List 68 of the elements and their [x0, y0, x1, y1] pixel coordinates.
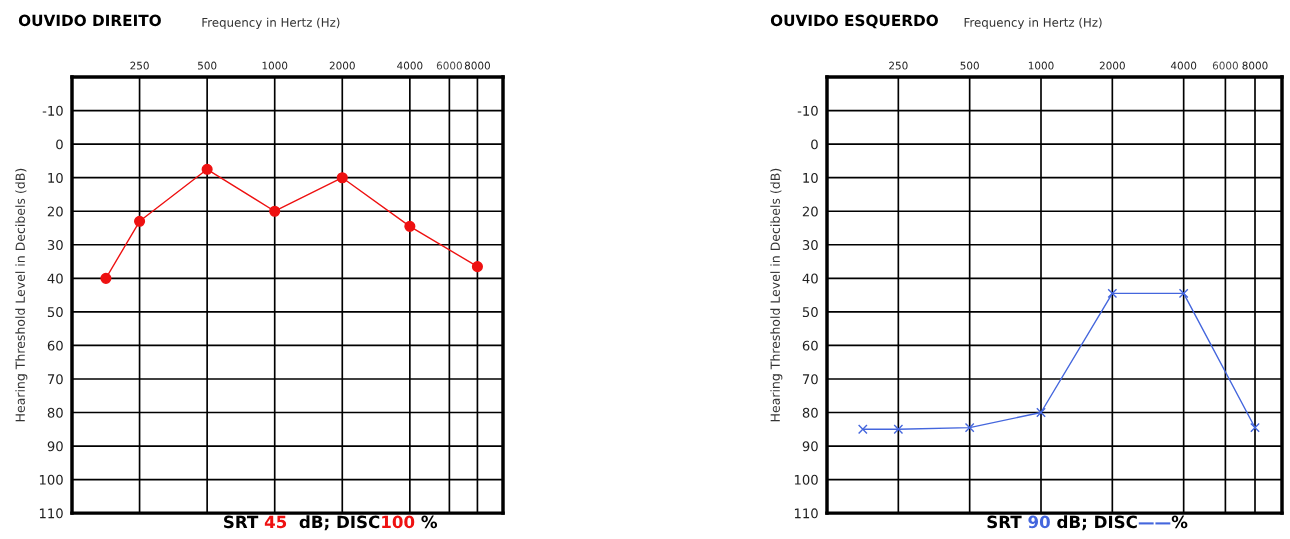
x-tick-label: 4000: [1170, 61, 1197, 70]
x-tick-label: 250: [130, 61, 149, 70]
x-tick-label: 4000: [397, 61, 423, 70]
y-tick-label: 90: [47, 441, 63, 452]
x-tick-label: 2000: [1099, 61, 1125, 70]
x-tick-label: 8000: [1242, 61, 1268, 70]
y-tick-label: 90: [802, 441, 818, 452]
y-tick-label: 110: [794, 508, 818, 519]
y-tick-label: 30: [802, 240, 818, 250]
y-tick-label: 10: [48, 172, 63, 183]
point: [269, 205, 281, 217]
y-tick-label: 100: [794, 474, 818, 485]
y-tick-label: 20: [47, 206, 63, 217]
point: [134, 215, 146, 227]
point: [964, 422, 975, 433]
x-tick-label: 6000: [1212, 61, 1238, 70]
point: [1036, 407, 1046, 418]
y-axis-title: Hearing Threshold Level in Decibels (dB): [15, 168, 28, 422]
x-axis-title: Frequency in Hertz (Hz): [202, 17, 340, 30]
y-tick-label: 0: [811, 139, 818, 150]
point: [893, 424, 904, 435]
point: [1178, 288, 1189, 299]
y-tick-label: 10: [803, 172, 818, 183]
text: SRT: [224, 515, 259, 529]
point: [1107, 288, 1118, 299]
text: dB; DISC: [1057, 515, 1137, 531]
text: 45: [264, 515, 287, 529]
y-tick-label: 100: [39, 474, 63, 485]
y-tick-label: 60: [802, 340, 818, 351]
y-tick-label: -10: [797, 105, 818, 116]
y-tick-label: 70: [47, 374, 63, 385]
text: dB; DISC: [299, 515, 380, 531]
point: [1250, 422, 1260, 433]
x-tick-label: 500: [198, 61, 217, 70]
x-tick-label: 1000: [262, 61, 288, 70]
text: %: [1171, 515, 1188, 529]
y-tick-label: 50: [47, 307, 63, 318]
point: [336, 172, 348, 184]
chart-title: OUVIDO ESQUERDO: [770, 14, 938, 29]
point: [471, 261, 483, 273]
y-tick-label: 0: [56, 139, 63, 150]
y-tick-label: 30: [47, 240, 63, 250]
x-tick-label: 6000: [436, 61, 462, 70]
point: [201, 163, 213, 175]
y-tick-label: 110: [39, 508, 63, 519]
point: [404, 220, 416, 232]
y-tick-label: 40: [802, 273, 818, 284]
text: SRT: [987, 515, 1022, 529]
y-axis-title: Hearing Threshold Level in Decibels (dB): [770, 168, 783, 422]
text: %: [421, 515, 438, 529]
y-tick-label: -10: [42, 105, 63, 116]
text: ——: [1138, 522, 1171, 525]
y-tick-label: 50: [802, 307, 818, 318]
text: 100: [382, 515, 415, 529]
y-tick-label: 80: [802, 407, 818, 418]
y-tick-label: 20: [802, 206, 818, 217]
y-tick-label: 60: [47, 340, 63, 351]
x-tick-label: 2000: [329, 61, 355, 70]
x-tick-label: 500: [960, 61, 979, 70]
y-tick-label: 70: [802, 374, 818, 385]
text: 90: [1028, 515, 1050, 529]
x-axis-title: Frequency in Hertz (Hz): [964, 17, 1102, 30]
y-tick-label: 40: [47, 273, 63, 284]
x-tick-label: 1000: [1028, 61, 1054, 70]
x-tick-label: 250: [889, 61, 908, 70]
x-tick-label: 8000: [464, 61, 490, 70]
chart-title: OUVIDO DIREITO: [18, 14, 161, 27]
y-tick-label: 80: [47, 407, 63, 418]
